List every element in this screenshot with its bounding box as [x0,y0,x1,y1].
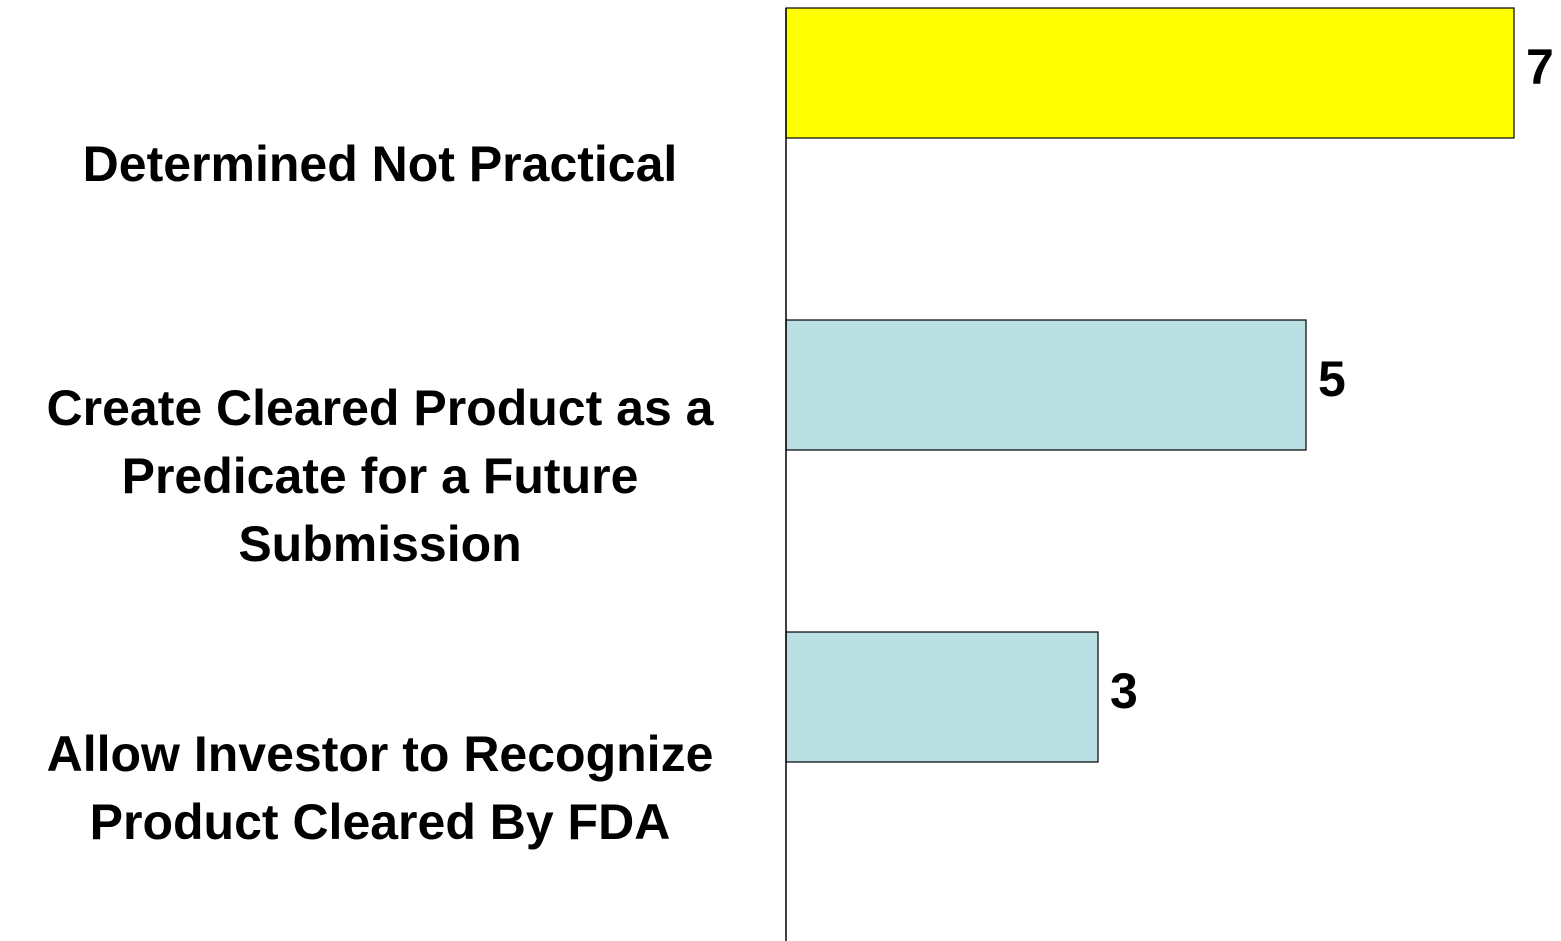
category-label: Determined Not Practical [82,136,678,192]
value-label: 5 [1318,351,1346,407]
category-label: Create Cleared Product as a Predicate fo… [46,380,714,572]
bar [785,319,1307,451]
value-label: 7 [1526,39,1554,95]
value-label: 3 [1110,663,1138,719]
bar [785,631,1099,763]
bar [785,7,1515,139]
category-label: Allow Investor to Recognize Product Clea… [46,726,714,850]
